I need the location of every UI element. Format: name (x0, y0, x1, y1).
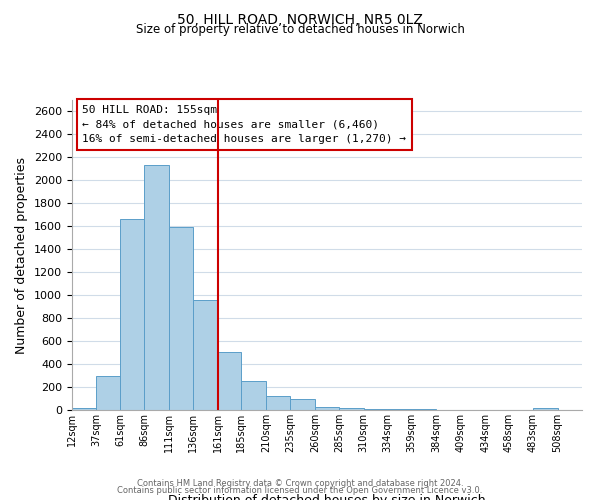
Bar (120, 219, 145, 410)
Bar (339, 408, 364, 410)
Bar (533, 408, 557, 410)
Text: Contains HM Land Registry data © Crown copyright and database right 2024.: Contains HM Land Registry data © Crown c… (137, 478, 463, 488)
Y-axis label: Number of detached properties: Number of detached properties (16, 156, 28, 354)
Text: Contains public sector information licensed under the Open Government Licence v3: Contains public sector information licen… (118, 486, 482, 495)
Bar (145, 166, 169, 410)
Bar (97, 376, 120, 410)
Bar (169, 227, 193, 410)
Bar (72, 408, 97, 410)
Bar (266, 396, 290, 410)
Bar (193, 300, 218, 410)
Bar (290, 399, 315, 410)
X-axis label: Distribution of detached houses by size in Norwich: Distribution of detached houses by size … (168, 494, 486, 500)
Text: 50 HILL ROAD: 155sqm
← 84% of detached houses are smaller (6,460)
16% of semi-de: 50 HILL ROAD: 155sqm ← 84% of detached h… (82, 104, 406, 144)
Bar (241, 382, 266, 410)
Bar (218, 352, 241, 410)
Text: Size of property relative to detached houses in Norwich: Size of property relative to detached ho… (136, 22, 464, 36)
Bar (315, 406, 339, 410)
Text: 50, HILL ROAD, NORWICH, NR5 0LZ: 50, HILL ROAD, NORWICH, NR5 0LZ (177, 12, 423, 26)
